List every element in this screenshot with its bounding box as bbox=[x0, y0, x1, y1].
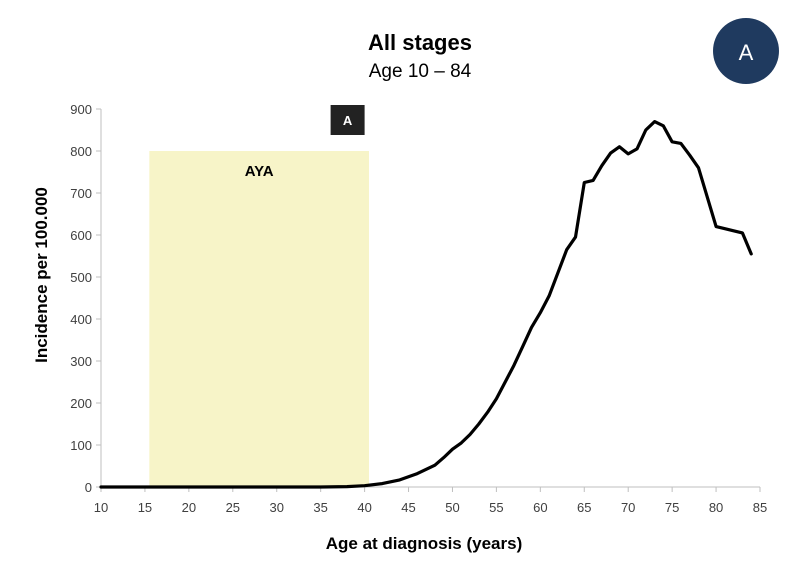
x-tick-label: 20 bbox=[182, 500, 196, 515]
y-tick-label: 900 bbox=[70, 102, 92, 117]
corner-badge: A bbox=[713, 18, 779, 84]
x-tick-label: 50 bbox=[445, 500, 459, 515]
y-tick-label: 500 bbox=[70, 270, 92, 285]
y-tick-label: 200 bbox=[70, 396, 92, 411]
chart-subtitle: Age 10 – 84 bbox=[369, 61, 472, 82]
y-tick-label: 100 bbox=[70, 438, 92, 453]
x-tick-label: 75 bbox=[665, 500, 679, 515]
x-tick-label: 10 bbox=[94, 500, 108, 515]
y-tick-label: 300 bbox=[70, 354, 92, 369]
x-tick-label: 85 bbox=[753, 500, 767, 515]
y-tick-label: 400 bbox=[70, 312, 92, 327]
aya-shaded-region bbox=[149, 151, 369, 487]
x-tick-label: 40 bbox=[357, 500, 371, 515]
aya-label: AYA bbox=[245, 163, 274, 180]
marker-box bbox=[330, 105, 365, 135]
corner-badge-circle bbox=[713, 18, 779, 84]
plot-area: AYA A 0 100 200 300 400 500 600 700 800 900 10 15 20 25… bbox=[70, 102, 767, 515]
corner-badge-label: A bbox=[739, 40, 754, 65]
y-tick-label: 0 bbox=[85, 480, 92, 495]
x-tick-label: 30 bbox=[269, 500, 283, 515]
chart-title: All stages bbox=[368, 30, 472, 55]
x-tick-label: 65 bbox=[577, 500, 591, 515]
x-tick-label: 80 bbox=[709, 500, 723, 515]
y-axis-label: Incidence per 100.000 bbox=[32, 187, 51, 363]
x-tick-label: 15 bbox=[138, 500, 152, 515]
y-tick-label: 600 bbox=[70, 228, 92, 243]
x-tick-label: 25 bbox=[226, 500, 240, 515]
x-tick-label: 45 bbox=[401, 500, 415, 515]
x-tick-label: 35 bbox=[313, 500, 327, 515]
x-tick-label: 70 bbox=[621, 500, 635, 515]
x-axis-label: Age at diagnosis (years) bbox=[326, 534, 523, 553]
marker-label: A bbox=[343, 113, 353, 128]
y-tick-label: 800 bbox=[70, 144, 92, 159]
x-tick-label: 55 bbox=[489, 500, 503, 515]
x-tick-label: 60 bbox=[533, 500, 547, 515]
y-tick-label: 700 bbox=[70, 186, 92, 201]
incidence-series-line bbox=[99, 119, 753, 489]
